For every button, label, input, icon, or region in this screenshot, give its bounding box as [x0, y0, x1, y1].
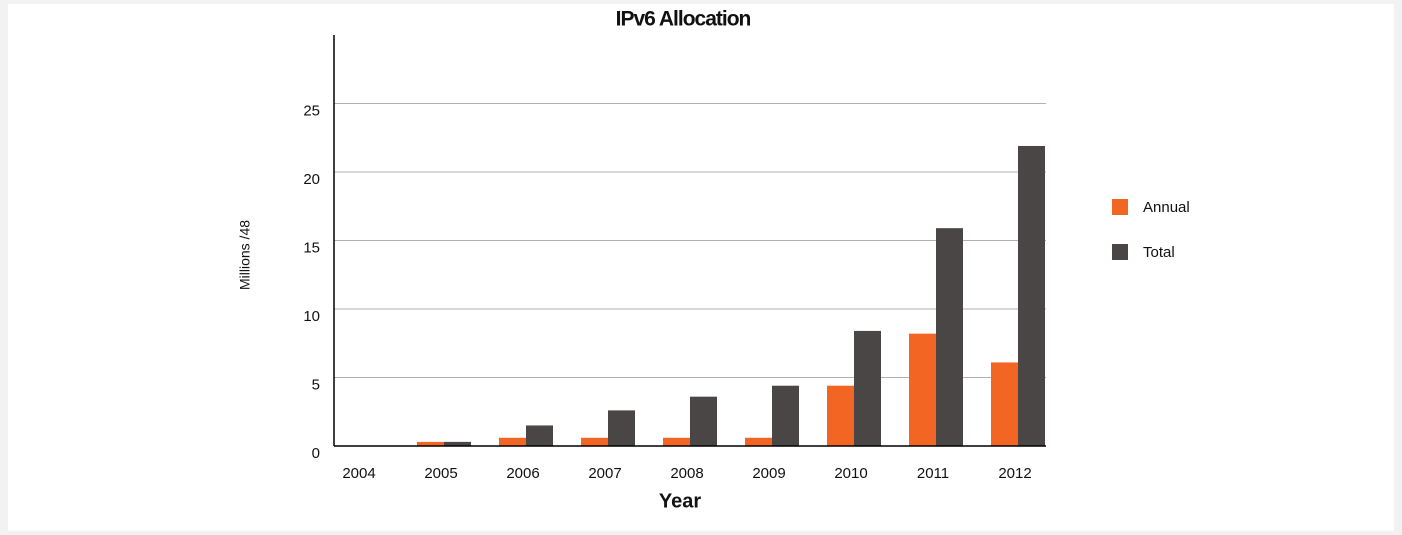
y-tick-label: 10 — [303, 308, 320, 325]
bar — [417, 441, 444, 446]
chart-title: IPv6 Allocation — [616, 8, 751, 31]
bar — [690, 396, 717, 446]
bar — [581, 437, 608, 446]
y-tick-label: 0 — [312, 445, 320, 462]
x-tick-label: 2006 — [506, 465, 539, 482]
legend-swatch — [1112, 244, 1128, 260]
bar — [827, 385, 854, 446]
x-tick-label: 2012 — [998, 465, 1031, 482]
bar — [499, 437, 526, 446]
y-tick-label: 15 — [303, 239, 320, 256]
bar — [1018, 145, 1045, 446]
bar — [909, 333, 936, 446]
legend-label: Annual — [1143, 199, 1190, 216]
legend-label: Total — [1143, 244, 1175, 261]
legend-swatch — [1112, 199, 1128, 215]
x-tick-label: 2005 — [424, 465, 457, 482]
bar — [772, 385, 799, 446]
bar — [991, 362, 1018, 446]
bar — [608, 410, 635, 446]
x-tick-label: 2009 — [752, 465, 785, 482]
y-tick-label: 25 — [303, 102, 320, 119]
x-tick-label: 2010 — [834, 465, 867, 482]
panel — [8, 4, 1394, 531]
y-tick-label: 5 — [312, 376, 320, 393]
x-tick-label: 2007 — [588, 465, 621, 482]
bar — [526, 425, 553, 446]
x-tick-label: 2008 — [670, 465, 703, 482]
x-tick-label: 2004 — [342, 465, 375, 482]
y-tick-label: 20 — [303, 171, 320, 188]
bar — [745, 437, 772, 446]
bar — [663, 437, 690, 446]
bar — [936, 228, 963, 446]
bar — [444, 441, 471, 446]
x-tick-label: 2011 — [917, 465, 949, 482]
y-axis-label: Millions /48 — [237, 220, 253, 290]
x-axis-label: Year — [659, 490, 701, 512]
bar — [854, 330, 881, 446]
